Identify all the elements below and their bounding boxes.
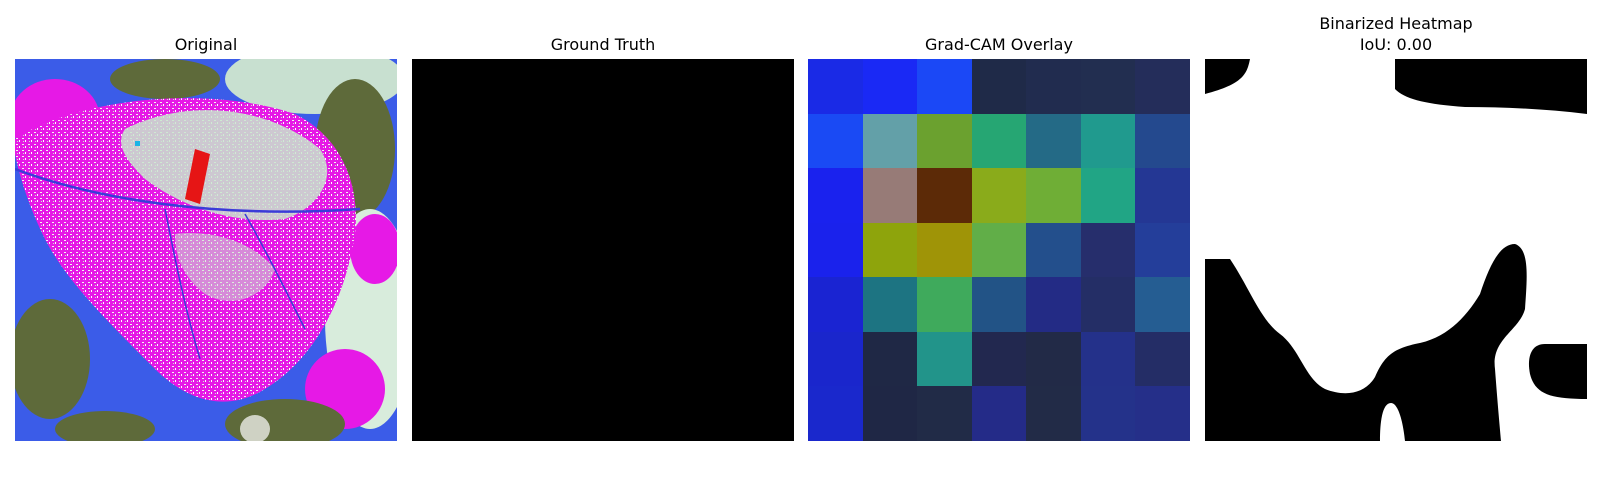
gradcam-cell xyxy=(917,277,972,332)
gradcam-cell xyxy=(1026,59,1081,114)
gradcam-cell xyxy=(862,277,918,332)
original-image xyxy=(15,59,397,441)
gradcam-cell xyxy=(1026,331,1081,387)
gradcam-cell xyxy=(1080,277,1136,332)
gradcam-cell xyxy=(862,386,918,441)
gradcam-cell xyxy=(862,168,918,223)
panel-title-gradcam: Grad-CAM Overlay xyxy=(925,35,1073,54)
gradcam-cell xyxy=(917,168,972,223)
gradcam-cell xyxy=(808,113,863,169)
gradcam-cell xyxy=(971,168,1027,223)
gradcam-cell xyxy=(1135,168,1190,223)
gradcam-cell xyxy=(971,386,1027,441)
gradcam-cell xyxy=(971,222,1027,278)
gradcam-cell xyxy=(971,277,1027,332)
gradcam-cell xyxy=(1135,386,1190,441)
panel-title-ground-truth: Ground Truth xyxy=(550,35,656,54)
gradcam-cell xyxy=(808,277,863,332)
gradcam-cell xyxy=(917,222,972,278)
gradcam-cell xyxy=(1135,222,1190,278)
gradcam-cell xyxy=(1135,59,1190,114)
gradcam-cell xyxy=(1135,277,1190,332)
gradcam-cell xyxy=(917,59,972,114)
gradcam-cell xyxy=(862,222,918,278)
gradcam-cell xyxy=(971,59,1027,114)
gradcam-cell xyxy=(1026,277,1081,332)
gradcam-cell xyxy=(1080,168,1136,223)
gradcam-grid xyxy=(808,59,1190,441)
gradcam-overlay xyxy=(808,59,1190,441)
gradcam-cell xyxy=(1026,222,1081,278)
gradcam-cell xyxy=(1080,331,1136,387)
gradcam-cell xyxy=(1080,113,1136,169)
gradcam-cell xyxy=(1135,113,1190,169)
gradcam-cell xyxy=(808,331,863,387)
binarized-heatmap xyxy=(1205,59,1587,441)
gradcam-cell xyxy=(1080,386,1136,441)
gradcam-cell xyxy=(808,59,863,114)
gradcam-cell xyxy=(917,113,972,169)
gradcam-cell xyxy=(808,222,863,278)
gradcam-cell xyxy=(1080,59,1136,114)
gradcam-cell xyxy=(917,331,972,387)
gradcam-cell xyxy=(1026,113,1081,169)
ground-truth-mask xyxy=(412,59,794,441)
gradcam-cell xyxy=(971,331,1027,387)
panel-title-original: Original xyxy=(174,35,238,54)
gradcam-cell xyxy=(1026,386,1081,441)
iou-label: IoU: 0.00 xyxy=(1359,35,1433,54)
gradcam-cell xyxy=(1026,168,1081,223)
gradcam-cell xyxy=(1135,331,1190,387)
gradcam-cell xyxy=(862,113,918,169)
gradcam-cell xyxy=(1080,222,1136,278)
gradcam-cell xyxy=(917,386,972,441)
gradcam-cell xyxy=(971,113,1027,169)
gradcam-cell xyxy=(808,386,863,441)
gradcam-cell xyxy=(862,59,918,114)
gradcam-cell xyxy=(808,168,863,223)
gradcam-cell xyxy=(862,331,918,387)
panel-title-binarized: Binarized Heatmap xyxy=(1319,14,1473,33)
